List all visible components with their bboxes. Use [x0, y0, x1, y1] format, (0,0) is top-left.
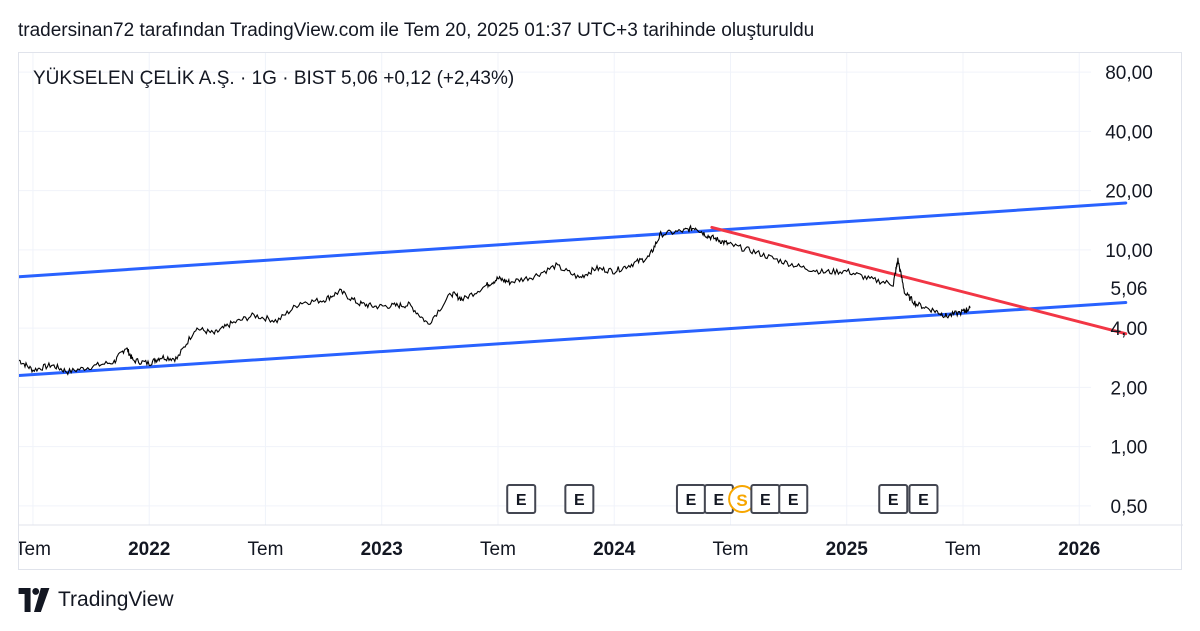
x-tick-label: Tem	[713, 539, 749, 560]
grid	[19, 53, 1091, 525]
earnings-event-label: E	[516, 492, 527, 509]
earnings-event-marker[interactable]	[908, 484, 939, 514]
last-price-badge[interactable]	[1099, 276, 1165, 301]
split-event-label: S	[736, 491, 747, 510]
earnings-event-label: E	[686, 492, 697, 509]
trendline-resistance[interactable]	[710, 225, 1128, 336]
last-price-value: 5,06	[1111, 279, 1148, 300]
earnings-event-label: E	[574, 492, 585, 509]
series-line-YKSLN	[19, 224, 971, 376]
earnings-event-marker[interactable]	[878, 484, 909, 514]
earnings-event-label: E	[760, 492, 771, 509]
earnings-event-label: E	[918, 492, 929, 509]
x-tick-label: Tem	[480, 539, 516, 560]
tradingview-brand: TradingView	[58, 588, 174, 611]
y-tick-label: 1,00	[1111, 438, 1148, 459]
x-tick-label: 2026	[1058, 539, 1100, 560]
x-tick-label: 2023	[361, 539, 403, 560]
x-tick-label: 2025	[826, 539, 869, 560]
x-tick-label: 2024	[593, 539, 636, 560]
x-tick-label: Tem	[945, 539, 981, 560]
tradingview-logo-icon	[18, 588, 50, 612]
y-tick-label: 10,00	[1105, 241, 1153, 262]
y-tick-label: 2,00	[1111, 378, 1148, 399]
y-tick-label: 80,00	[1105, 63, 1153, 84]
y-tick-label: 20,00	[1105, 182, 1153, 203]
y-tick-label: 40,00	[1105, 122, 1153, 143]
x-tick-label: 2022	[128, 539, 170, 560]
earnings-event-marker[interactable]	[778, 484, 809, 514]
symbol-legend: YÜKSELEN ÇELİK A.Ş. · 1G · BIST 5,06 +0,…	[33, 68, 514, 89]
earnings-event-marker[interactable]	[564, 484, 595, 514]
price-axis[interactable]: 80,00 40,00 20,00 10,00 4,00 2,00 1,00 0,50 5,06	[1099, 63, 1165, 518]
trendlines[interactable]	[19, 201, 1128, 377]
chart-attribution: tradersinan72 tarafından TradingView.com…	[18, 20, 815, 41]
earnings-event-label: E	[888, 492, 899, 509]
earnings-event-marker[interactable]	[506, 484, 537, 514]
y-tick-label: 0,50	[1111, 497, 1148, 518]
trendline-upper-channel[interactable]	[19, 201, 1128, 279]
time-axis[interactable]: Tem 2022 Tem 2023 Tem 2024 Tem 2025 Tem 2026	[19, 524, 1183, 560]
footer-branding[interactable]: TradingView	[18, 588, 174, 612]
x-tick-label: Tem	[19, 539, 51, 560]
earnings-event-label: E	[788, 492, 799, 509]
y-tick-label: 4,00	[1111, 319, 1148, 340]
x-tick-label: Tem	[248, 539, 284, 560]
price-series	[19, 224, 971, 376]
earnings-event-label: E	[714, 492, 725, 509]
